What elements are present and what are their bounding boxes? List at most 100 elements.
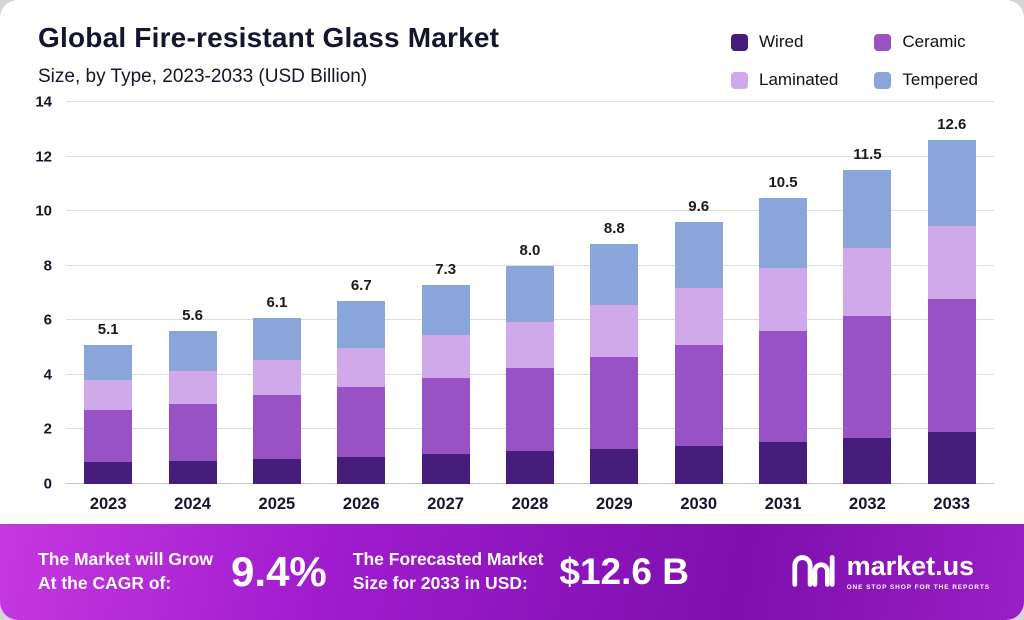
bar-segment-tempered: [337, 301, 386, 348]
legend-label: Wired: [759, 32, 804, 51]
bar-total-label: 8.8: [603, 219, 625, 237]
bar-stack: [927, 140, 976, 484]
bar-segment-tempered: [759, 197, 808, 269]
legend-label: Laminated: [759, 70, 839, 89]
bar-segment-ceramic: [759, 331, 808, 442]
bar-total-label: 6.7: [350, 277, 372, 295]
bar-segment-laminated: [505, 321, 554, 369]
bar-stack: [843, 170, 892, 484]
bar-group-2028: 8.0: [488, 102, 572, 484]
bar-segment-wired: [337, 456, 386, 484]
forecast-label: The Forecasted Market Size for 2033 in U…: [353, 548, 544, 595]
bar-total-label: 7.3: [435, 260, 457, 278]
bar-stack: [421, 284, 470, 484]
y-tick-label: 6: [43, 311, 52, 329]
x-tick-label: 2024: [174, 494, 211, 513]
y-tick-label: 0: [43, 475, 52, 493]
bar-segment-ceramic: [927, 298, 976, 433]
cagr-label-line2: At the CAGR of:: [38, 573, 172, 593]
bar-segment-wired: [927, 432, 976, 484]
bar-segment-ceramic: [590, 357, 639, 449]
bar-segment-laminated: [674, 287, 723, 345]
bar-segment-laminated: [927, 226, 976, 299]
x-tick-label: 2033: [933, 494, 971, 513]
gridline: [66, 264, 994, 266]
bar-total-label: 10.5: [768, 173, 798, 191]
bar-segment-wired: [421, 454, 470, 484]
forecast-label-line1: The Forecasted Market: [352, 549, 544, 570]
market-us-logo-icon: [790, 550, 836, 595]
bar-total-label: 9.6: [688, 198, 710, 216]
y-axis: 0 2 4 6 8 10 12 14: [18, 94, 66, 493]
x-tick-label: 2027: [427, 494, 464, 513]
bars-row: 5.1 5.6 6.1 6.7 7.3 8.0 8.8 9.6 10.5 11.5 12.6: [66, 102, 994, 484]
bar-segment-tempered: [674, 222, 723, 288]
chart: 0 2 4 6 8 10 12 14 5.1 5.6 6.1 6.7 7.3 8.0 8.8 9.6 10.5…: [0, 92, 1024, 524]
bar-segment-tempered: [84, 344, 133, 381]
bar-segment-tempered: [421, 284, 470, 336]
forecast-value: $12.6 B: [559, 551, 689, 592]
x-tick-label: 2026: [342, 494, 380, 513]
bar-total-label: 6.1: [266, 293, 288, 311]
cagr-label: The Market will Grow At the CAGR of:: [38, 548, 213, 595]
gridline: [66, 210, 994, 212]
bar-segment-wired: [505, 451, 554, 484]
bar-group-2030: 9.6: [657, 102, 741, 484]
bar-stack: [590, 243, 639, 484]
legend-swatch: [874, 33, 892, 51]
bar-group-2029: 8.8: [572, 102, 656, 484]
plot-area: 5.1 5.6 6.1 6.7 7.3 8.0 8.8 9.6 10.5 11.5 12.6: [66, 101, 994, 484]
cagr-label-line1: The Market will Grow: [38, 549, 214, 570]
y-tick-label: 14: [35, 93, 52, 111]
brand-text: market.us ONE STOP SHOP FOR THE REPORTS: [846, 551, 990, 592]
bar-stack: [337, 301, 386, 484]
y-tick-label: 10: [35, 202, 52, 220]
chart-body: 0 2 4 6 8 10 12 14 5.1 5.6 6.1 6.7 7.3 8.0 8.8 9.6 10.5…: [18, 94, 994, 493]
bar-segment-wired: [252, 459, 301, 484]
bar-group-2026: 6.7: [319, 102, 403, 484]
legend-swatch: [731, 33, 748, 51]
bar-segment-ceramic: [843, 316, 892, 438]
brand-tagline: ONE STOP SHOP FOR THE REPORTS: [846, 584, 990, 591]
bar-segment-wired: [759, 441, 808, 484]
bar-total-label: 5.6: [182, 307, 203, 325]
legend-item-ceramic: Ceramic: [874, 32, 978, 52]
bar-segment-laminated: [759, 268, 808, 332]
bar-group-2024: 5.6: [150, 102, 234, 484]
y-tick-label: 2: [43, 420, 52, 438]
cagr-value: 9.4%: [231, 548, 327, 595]
bar-segment-wired: [84, 462, 133, 484]
forecast-label-line2: Size for 2033 in USD:: [352, 573, 528, 593]
bar-segment-wired: [843, 437, 892, 484]
bar-segment-wired: [590, 448, 639, 484]
bar-segment-tempered: [505, 265, 554, 322]
bar-segment-wired: [674, 445, 723, 484]
bar-segment-ceramic: [674, 344, 723, 446]
bar-segment-ceramic: [252, 395, 301, 460]
bar-segment-tempered: [252, 317, 301, 360]
bar-segment-tempered: [927, 140, 976, 227]
bar-segment-laminated: [843, 248, 892, 317]
bottom-banner: The Market will Grow At the CAGR of: 9.4…: [0, 524, 1024, 620]
brand-name: market.us: [846, 551, 975, 581]
bar-segment-laminated: [84, 380, 133, 411]
bar-total-label: 12.6: [937, 116, 967, 134]
y-tick-label: 8: [43, 257, 52, 275]
chart-title: Global Fire-resistant Glass Market: [38, 22, 500, 53]
bar-group-2023: 5.1: [66, 102, 150, 484]
bar-stack: [759, 197, 808, 484]
y-tick-label: 12: [35, 148, 52, 166]
x-tick-label: 2023: [89, 494, 127, 513]
bar-segment-laminated: [421, 335, 470, 378]
legend-label: Tempered: [902, 70, 978, 89]
bar-stack: [252, 317, 301, 484]
bar-stack: [84, 344, 133, 484]
bar-segment-ceramic: [337, 387, 386, 457]
x-tick-label: 2032: [849, 494, 886, 513]
legend-label: Ceramic: [902, 32, 966, 51]
x-tick-label: 2028: [511, 494, 549, 513]
bar-group-2033: 12.6: [910, 102, 994, 484]
bar-stack: [674, 222, 723, 484]
y-tick-label: 4: [43, 366, 52, 384]
